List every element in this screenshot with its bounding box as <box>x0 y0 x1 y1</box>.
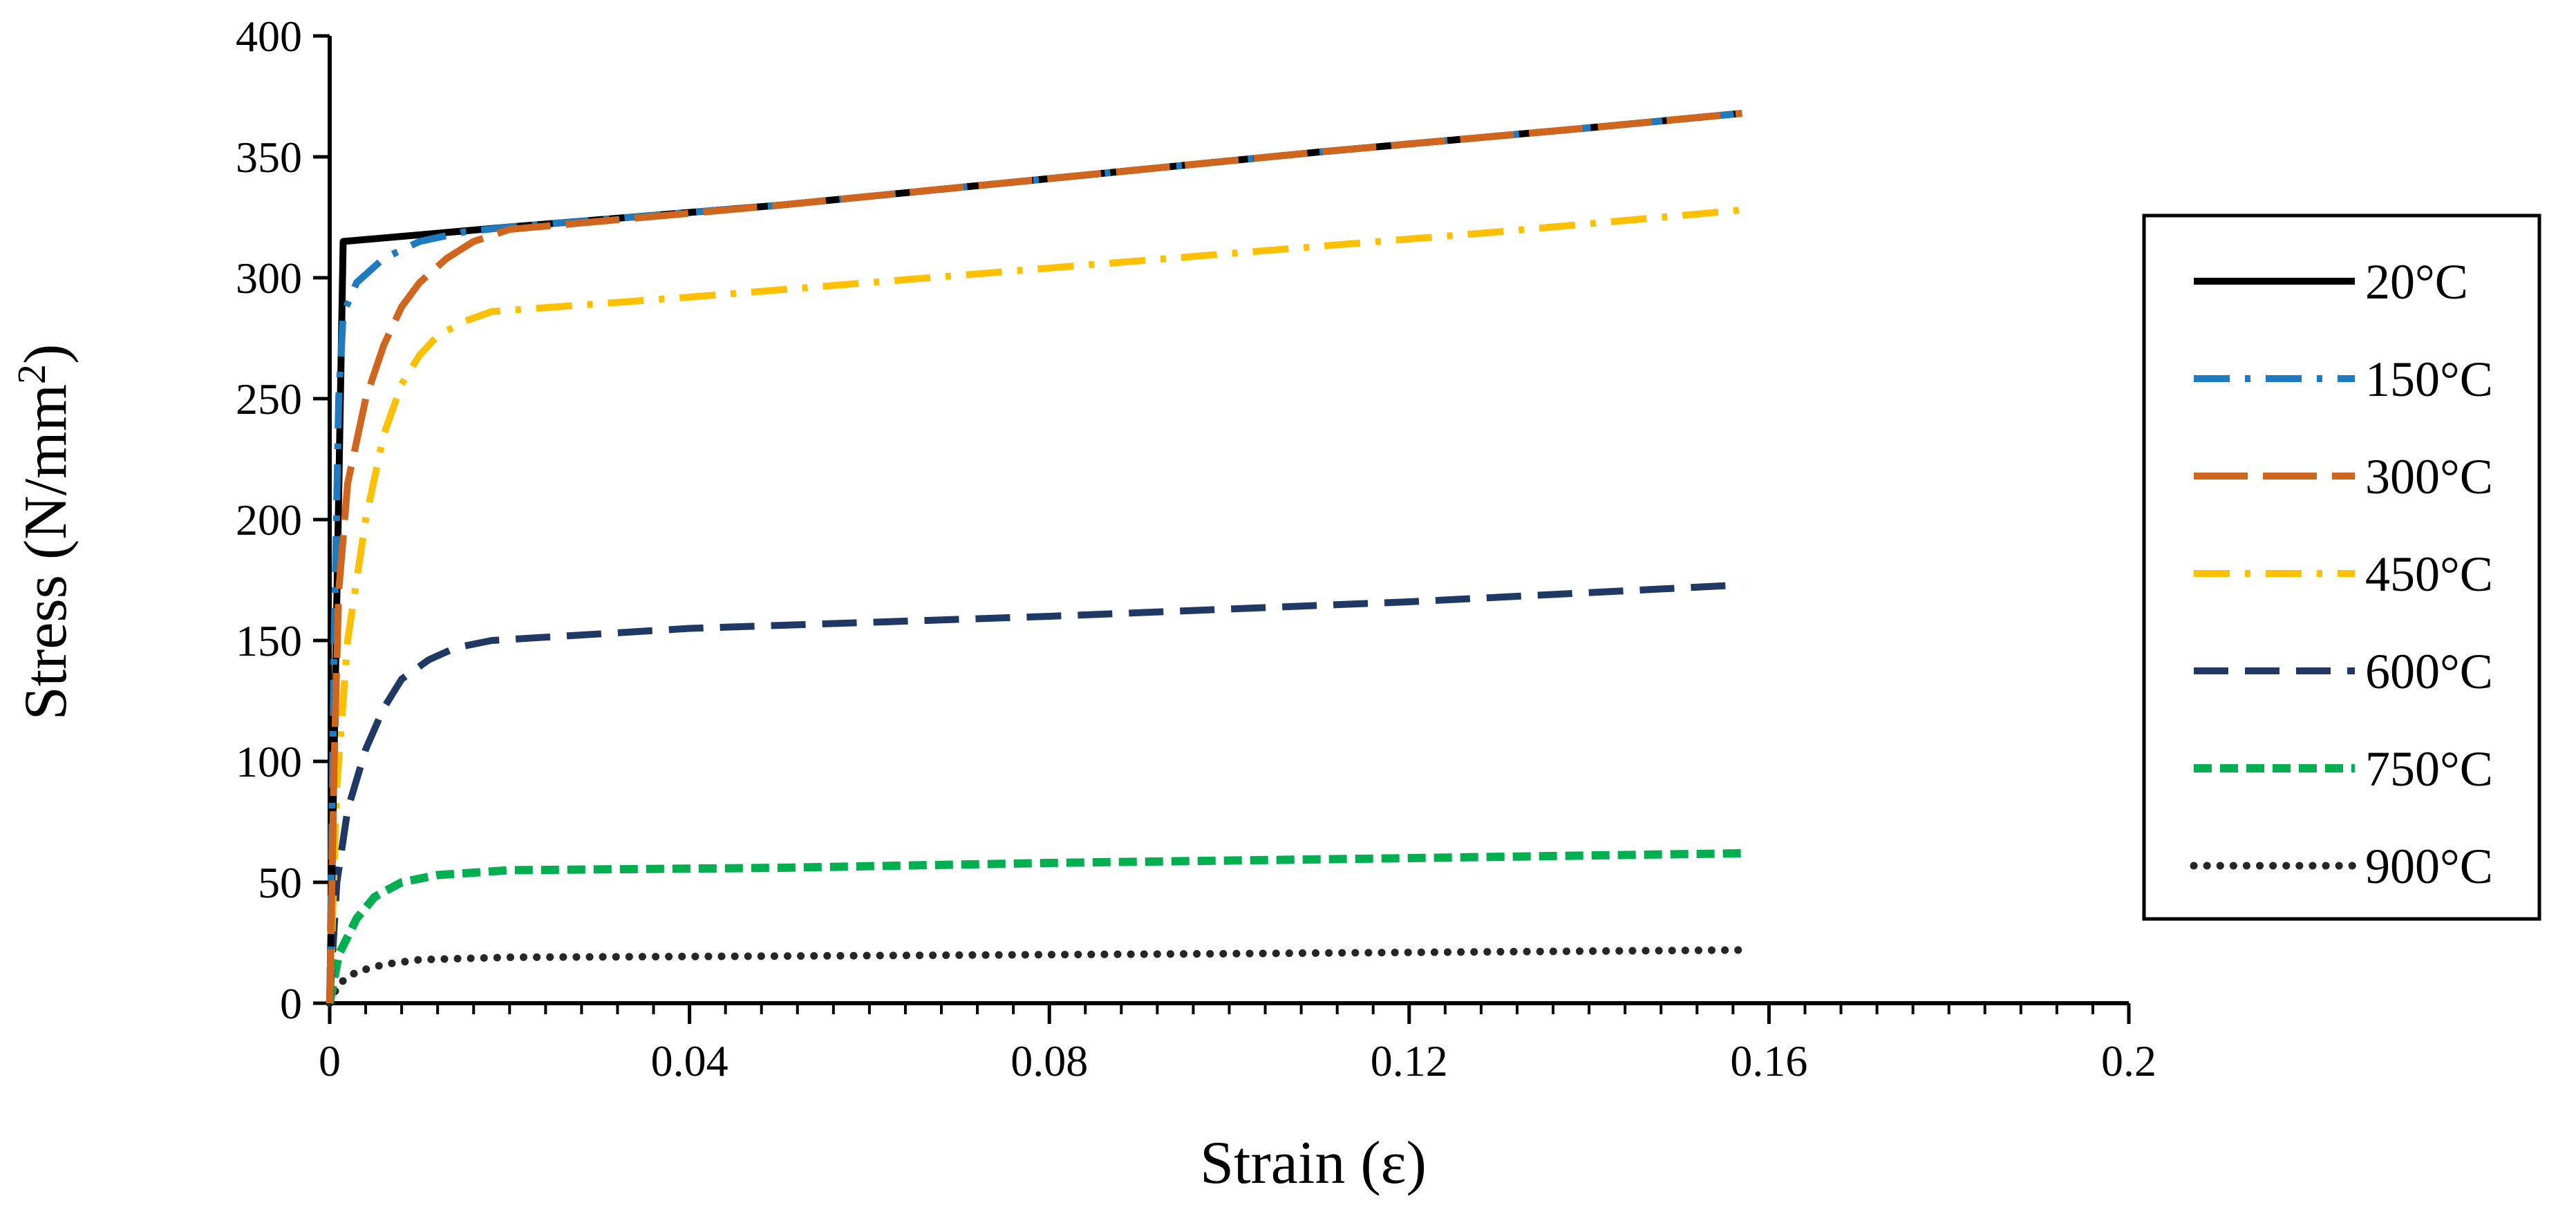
series-line-600c <box>326 581 1742 1004</box>
legend-box <box>2142 213 2541 921</box>
y-tick-label: 100 <box>236 737 302 786</box>
x-tick-label: 0 <box>319 1036 341 1085</box>
legend-label: 900°C <box>2365 839 2493 894</box>
y-tick-label: 150 <box>236 616 302 665</box>
x-tick-label: 0.12 <box>1371 1036 1448 1085</box>
y-tick-label: 300 <box>236 254 302 303</box>
y-axis-title: Stress (N/mm2) <box>9 344 79 721</box>
x-tick-label: 0.08 <box>1010 1036 1088 1085</box>
legend-label: 450°C <box>2365 547 2493 602</box>
y-tick-label: 50 <box>258 858 302 907</box>
y-tick-label: 0 <box>280 979 302 1028</box>
x-tick-label: 0.2 <box>2101 1036 2156 1085</box>
x-tick-label: 0.16 <box>1730 1036 1807 1085</box>
series-line-750c <box>326 849 1742 1005</box>
y-axis-title-main: Stress (N/mm <box>12 384 79 720</box>
y-tick-label: 350 <box>236 133 302 182</box>
y-tick-label: 200 <box>236 495 302 544</box>
x-tick-label: 0.04 <box>651 1036 728 1085</box>
legend-label: 300°C <box>2365 449 2493 504</box>
legend-label: 600°C <box>2365 644 2493 699</box>
legend-label: 750°C <box>2365 741 2493 797</box>
legend-label: 20°C <box>2365 254 2468 310</box>
y-axis-title-superscript: 2 <box>9 364 54 384</box>
axes: 0 0.04 0.08 0.12 0.16 0.2 0 50 100 150 200 250 300 35… <box>236 12 2156 1085</box>
series-line-450c <box>326 207 1742 1004</box>
x-axis-title: Strain (ε) <box>1200 1130 1427 1197</box>
y-tick-label: 400 <box>236 12 302 61</box>
legend: 20°C 150°C 300°C 450°C 600°C 750°C 900°C <box>2142 213 2541 921</box>
series-line-300c <box>326 110 1742 1004</box>
series-line-900c <box>326 946 1746 1007</box>
plot-area <box>326 110 1746 1007</box>
y-tick-label: 250 <box>236 374 302 424</box>
y-axis-title-close: ) <box>12 344 79 364</box>
legend-label: 150°C <box>2365 352 2493 407</box>
